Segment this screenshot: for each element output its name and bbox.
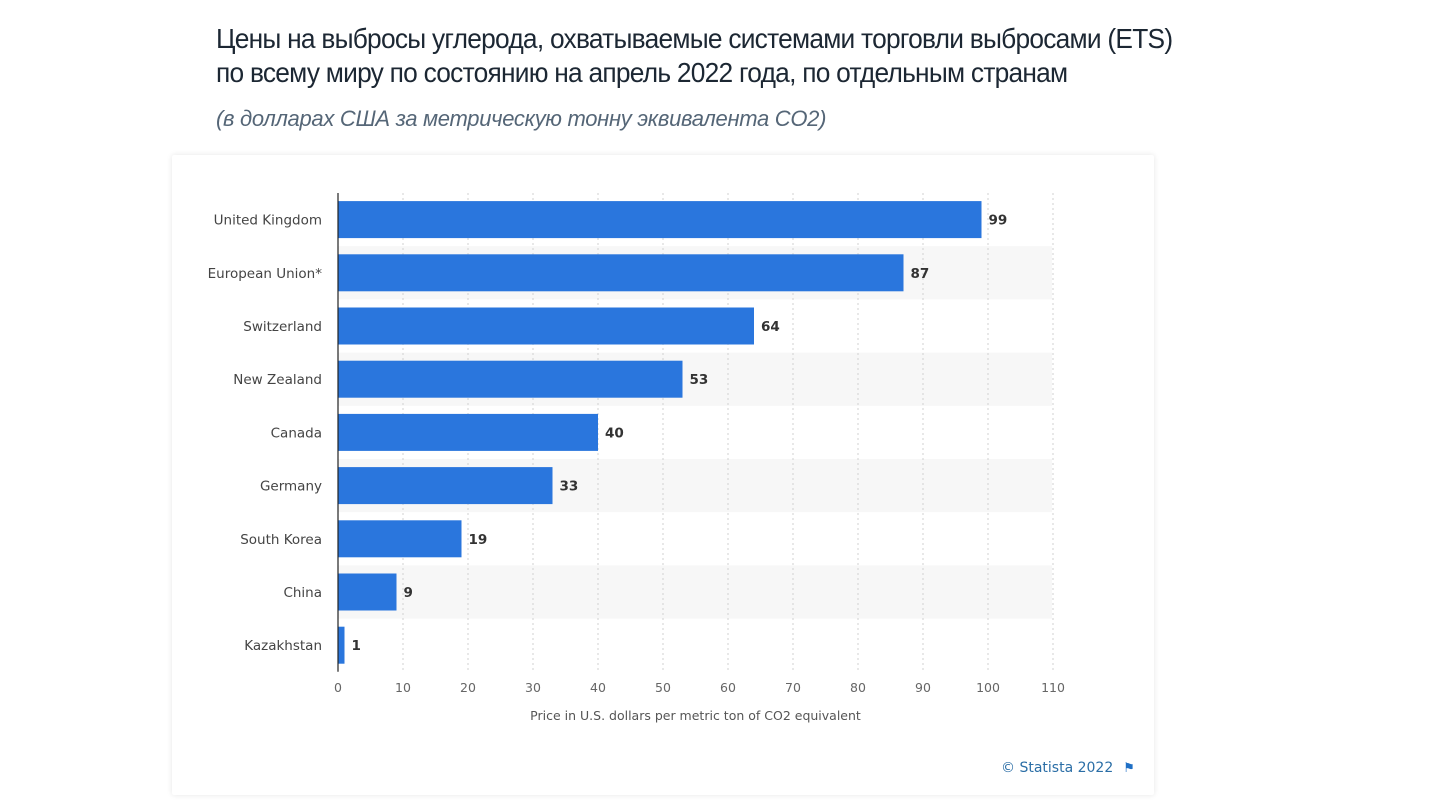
statista-credit[interactable]: © Statista 2022 ⚑ (1001, 760, 1135, 776)
chart-subtitle: (в долларах США за метрическую тонну экв… (216, 106, 827, 131)
x-tick-label: 90 (915, 680, 931, 695)
bar (338, 467, 553, 505)
title-line-1: Цены на выбросы углерода, охватываемые с… (216, 23, 1173, 54)
chart-card: United Kingdom 99 European Union* 87 Switzer… (172, 155, 1154, 795)
x-tick-label: 10 (395, 680, 411, 695)
value-label: 53 (690, 372, 709, 388)
value-label: 1 (352, 638, 361, 654)
x-tick-label: 100 (976, 680, 1000, 695)
flag-icon[interactable]: ⚑ (1123, 761, 1135, 776)
x-tick-label: 50 (655, 680, 671, 695)
x-tick-label: 40 (590, 680, 606, 695)
category-label: Kazakhstan (244, 638, 322, 654)
bar (338, 626, 345, 664)
x-axis-title: Price in U.S. dollars per metric ton of … (530, 708, 861, 723)
x-tick-label: 110 (1041, 680, 1065, 695)
bar-chart: United Kingdom 99 European Union* 87 Switzer… (208, 193, 1065, 723)
category-label: Switzerland (243, 319, 322, 335)
value-label: 99 (989, 213, 1008, 229)
value-label: 64 (761, 319, 780, 335)
value-label: 19 (469, 532, 488, 548)
category-label: Canada (271, 425, 322, 441)
value-label: 87 (911, 266, 930, 282)
credit-text[interactable]: © Statista 2022 (1001, 760, 1114, 776)
title-line-2: по всему миру по состоянию на апрель 202… (216, 57, 1068, 88)
bar (338, 413, 598, 451)
x-tick-label: 0 (334, 680, 342, 695)
chart-title: Цены на выбросы углерода, охватываемые с… (216, 22, 1203, 90)
row-band (338, 565, 1052, 619)
x-tick-label: 60 (720, 680, 736, 695)
bar (338, 360, 683, 398)
bar (338, 573, 397, 611)
value-label: 9 (404, 585, 413, 601)
category-label: Germany (260, 479, 322, 495)
value-label: 40 (605, 425, 624, 441)
category-label: European Union* (208, 266, 323, 282)
bar (338, 201, 982, 239)
bar (338, 254, 904, 292)
x-tick-label: 30 (525, 680, 541, 695)
bar (338, 307, 754, 345)
value-label: 33 (560, 479, 579, 495)
x-tick-label: 70 (785, 680, 801, 695)
bar (338, 520, 462, 558)
category-label: United Kingdom (214, 213, 322, 229)
category-label: New Zealand (233, 372, 322, 388)
category-label: China (283, 585, 322, 601)
x-tick-label: 20 (460, 680, 476, 695)
category-label: South Korea (240, 532, 322, 548)
x-tick-label: 80 (850, 680, 866, 695)
